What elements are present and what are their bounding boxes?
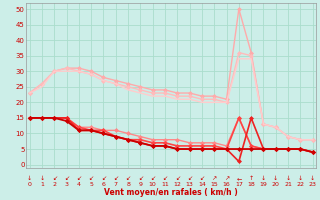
X-axis label: Vent moyen/en rafales ( km/h ): Vent moyen/en rafales ( km/h )	[104, 188, 238, 197]
